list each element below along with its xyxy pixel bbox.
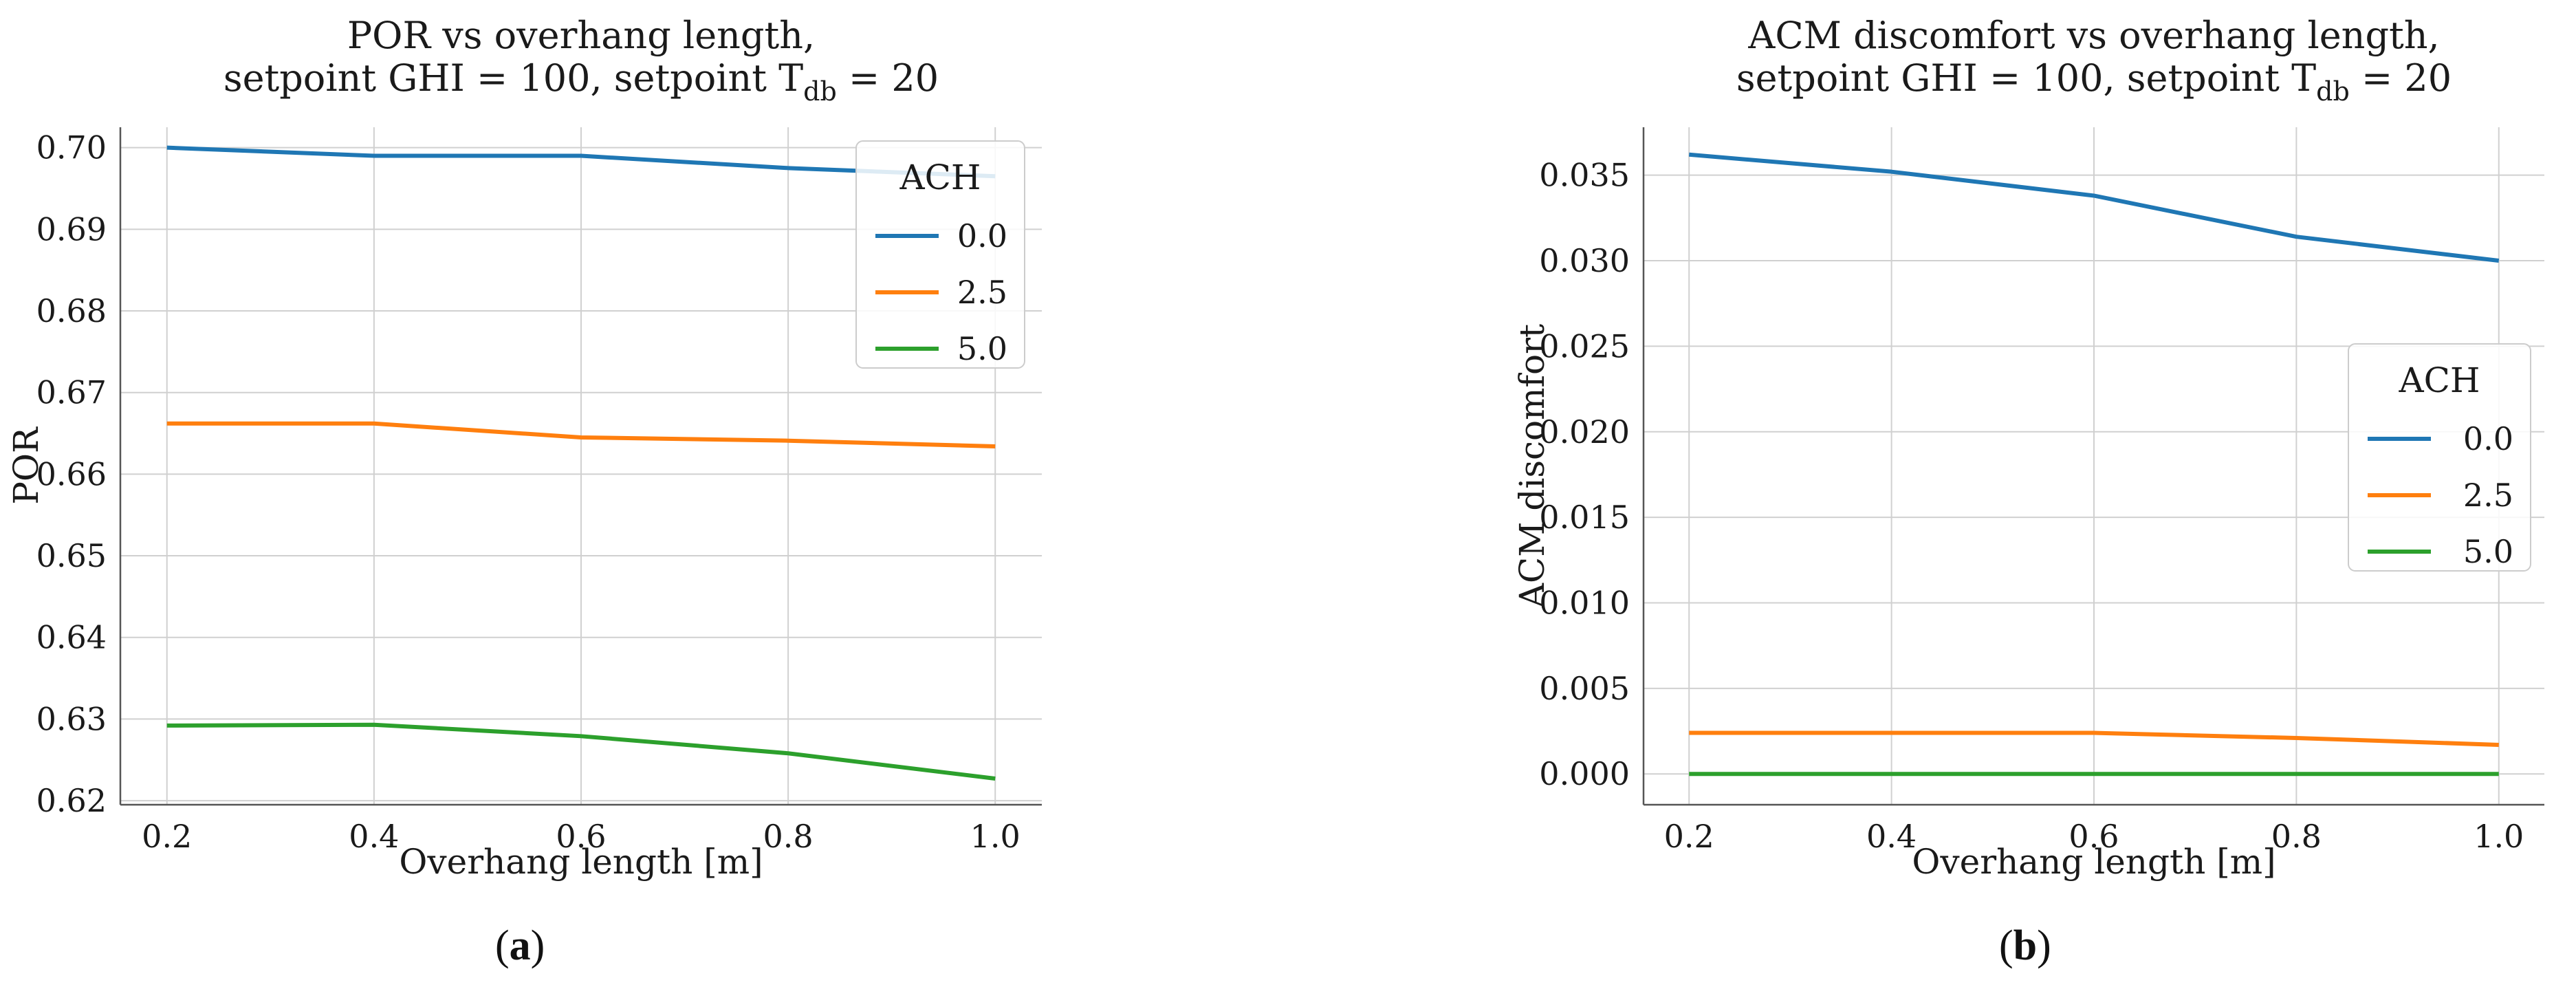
x-tick-label: 0.8 — [2271, 818, 2322, 855]
x-tick-label: 0.2 — [142, 818, 192, 855]
legend-entry-label: 0.0 — [957, 217, 1007, 254]
legend: ACH 0.0 2.5 5.0 — [855, 140, 1025, 369]
legend: ACH 0.0 2.5 5.0 — [2348, 343, 2531, 572]
legend-box — [855, 140, 1025, 369]
x-tick-label: 0.6 — [556, 818, 606, 855]
x-tick-label: 0.8 — [763, 818, 814, 855]
legend-entry-label: 5.0 — [2463, 533, 2513, 570]
chart-title-line2: setpoint GHI = 100, setpoint Tdb = 20 — [223, 56, 939, 107]
x-tick-label: 1.0 — [970, 818, 1020, 855]
chart-title-text: setpoint GHI = 100, setpoint T — [223, 56, 803, 100]
y-tick-label: 0.025 — [1539, 327, 1630, 365]
chart-title-text: setpoint GHI = 100, setpoint T — [1736, 56, 2316, 100]
series-line-0-0 — [1688, 152, 2500, 263]
y-tick-label: 0.68 — [36, 292, 107, 329]
y-tick-label: 0.000 — [1539, 755, 1630, 792]
y-tick-label: 0.64 — [36, 619, 107, 656]
y-tick-label: 0.035 — [1539, 157, 1630, 194]
y-tick-label: 0.69 — [36, 210, 107, 248]
y-tick-label: 0.70 — [36, 129, 107, 166]
chart-a: POR vs overhang length,setpoint GHI = 10… — [6, 14, 1042, 882]
caption-a: (a) — [495, 922, 545, 969]
y-axis-label: ACM discomfort — [1512, 324, 1552, 609]
y-axis-label: POR — [6, 426, 46, 505]
series-line-5-0 — [166, 722, 996, 781]
y-tick-label: 0.005 — [1539, 670, 1630, 707]
caption-b: (b) — [1999, 922, 2051, 969]
y-tick-label: 0.015 — [1539, 499, 1630, 536]
chart-title-line2: setpoint GHI = 100, setpoint Tdb = 20 — [1736, 56, 2452, 107]
x-tick-label: 0.6 — [2069, 818, 2119, 855]
legend-entry-label: 5.0 — [957, 330, 1007, 367]
chart-title-subscript: db — [803, 76, 837, 107]
x-tick-label: 0.2 — [1664, 818, 1714, 855]
chart-title-suffix: = 20 — [2350, 56, 2452, 100]
y-tick-label: 0.66 — [36, 455, 107, 492]
y-tick-label: 0.62 — [36, 782, 107, 819]
legend-entry-label: 2.5 — [2463, 477, 2513, 514]
legend-title: ACH — [2399, 360, 2480, 400]
legend-entry-label: 2.5 — [957, 274, 1007, 311]
legend-box — [2348, 343, 2531, 572]
x-tick-label: 0.4 — [349, 818, 399, 855]
series-line-2-5 — [1689, 730, 2499, 747]
x-axis-label: Overhang length [m] — [1912, 842, 2275, 882]
y-tick-label: 0.030 — [1539, 242, 1630, 279]
chart-title-line1: POR vs overhang length, — [347, 14, 815, 57]
x-axis-label: Overhang length [m] — [399, 842, 763, 882]
chart-title-suffix: = 20 — [837, 56, 939, 100]
chart-title-subscript: db — [2316, 76, 2350, 107]
y-tick-label: 0.010 — [1539, 584, 1630, 621]
y-tick-label: 0.020 — [1539, 413, 1630, 451]
x-tick-label: 0.4 — [1866, 818, 1917, 855]
legend-entry-label: 0.0 — [2463, 420, 2513, 457]
y-tick-label: 0.67 — [36, 374, 107, 411]
chart-title-line1: ACM discomfort vs overhang length, — [1747, 14, 2439, 57]
caption-b-letter: b — [2013, 922, 2038, 969]
series-line-2-5 — [166, 421, 996, 449]
y-tick-label: 0.65 — [36, 537, 107, 574]
caption-a-letter: a — [509, 922, 531, 969]
legend-title: ACH — [899, 158, 981, 197]
x-tick-label: 1.0 — [2474, 818, 2524, 855]
y-tick-label: 0.63 — [36, 700, 107, 737]
chart-b: ACM discomfort vs overhang length,setpoi… — [1512, 14, 2544, 882]
